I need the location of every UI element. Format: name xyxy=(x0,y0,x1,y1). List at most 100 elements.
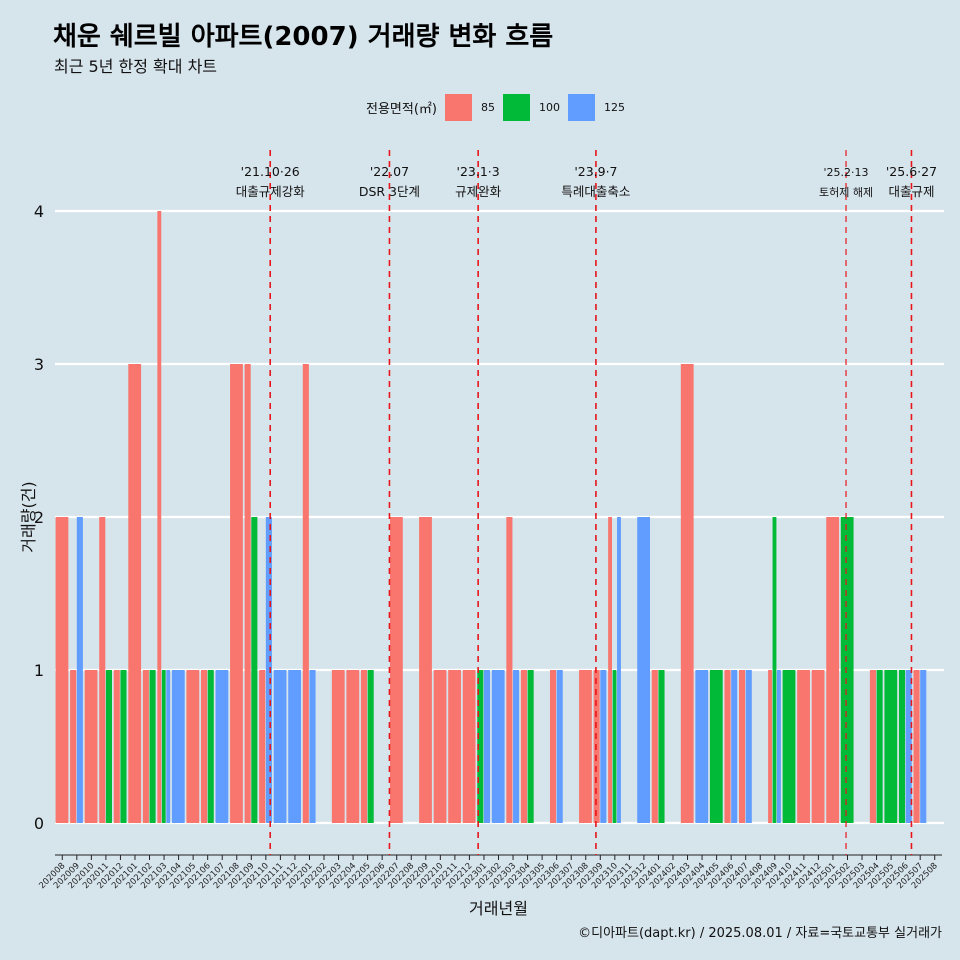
bar-202501-85 xyxy=(826,517,840,823)
event-label-3: 특례대출축소 xyxy=(561,184,630,199)
bar-202308-85 xyxy=(579,670,592,823)
bar-202111-125 xyxy=(273,670,287,823)
bar-202409-85 xyxy=(768,670,772,823)
event-label-2: 규제완화 xyxy=(455,184,502,199)
bar-202301-125 xyxy=(483,670,491,823)
bar-202310-85 xyxy=(608,517,612,823)
chart-subtitle: 최근 5년 한정 확대 차트 xyxy=(54,57,218,76)
bar-202407-125 xyxy=(745,670,752,823)
event-date-3: '23.9·7 xyxy=(574,164,617,179)
bar-202009-125 xyxy=(76,517,83,823)
bar-202110-125 xyxy=(265,517,272,823)
bar-202205-85 xyxy=(360,670,368,823)
bar-202401-100 xyxy=(658,670,665,823)
y-tick-label-1: 1 xyxy=(34,661,44,680)
legend-swatch-85 xyxy=(444,93,472,121)
bar-202109-85 xyxy=(244,364,251,823)
legend-label-125: 125 xyxy=(603,100,625,114)
bar-202306-125 xyxy=(556,670,563,823)
bar-202109-100 xyxy=(251,517,258,823)
event-date-1: '22.07 xyxy=(370,164,409,179)
bar-202112-125 xyxy=(288,670,302,823)
legend-title: 전용면적(㎡) xyxy=(366,101,437,117)
y-tick-label-0: 0 xyxy=(34,814,44,833)
bar-202110-85 xyxy=(259,670,266,823)
event-label-4: 토허제 해제 xyxy=(819,185,873,199)
bar-202011-85 xyxy=(99,517,106,823)
event-label-1: DSR 3단계 xyxy=(359,184,420,199)
bar-202212-85 xyxy=(462,670,476,823)
source-caption: ©디아파트(dapt.kr) / 2025.08.01 / 자료=국토교통부 실… xyxy=(578,926,942,941)
legend-swatch-100 xyxy=(502,93,530,121)
bar-202304-85 xyxy=(520,670,527,823)
bar-202102-100 xyxy=(149,670,156,823)
legend: 전용면적(㎡) 85 100 125 xyxy=(366,93,633,121)
event-date-0: '21.10·26 xyxy=(241,164,300,179)
event-date-2: '23.1·3 xyxy=(457,164,500,179)
bar-202401-85 xyxy=(651,670,658,823)
legend-label-85: 85 xyxy=(480,100,495,114)
bar-202211-85 xyxy=(448,670,461,823)
bar-202204-85 xyxy=(346,670,360,823)
event-date-5: '25.6·27 xyxy=(886,164,937,179)
bar-202502-100 xyxy=(840,517,854,823)
bar-202306-85 xyxy=(549,670,557,823)
legend-label-100: 100 xyxy=(538,100,560,114)
bar-202102-85 xyxy=(142,670,149,823)
bar-202407-85 xyxy=(739,670,746,823)
bar-202103-85 xyxy=(157,211,162,823)
bar-202205-100 xyxy=(367,670,374,823)
bar-202012-85 xyxy=(113,670,120,823)
bar-202504-85 xyxy=(869,670,876,823)
bar-202108-85 xyxy=(230,364,243,823)
bar-202209-85 xyxy=(419,517,432,823)
bar-202201-125 xyxy=(309,670,316,823)
bar-202404-125 xyxy=(695,670,709,823)
bar-202412-85 xyxy=(811,670,825,823)
bar-202303-125 xyxy=(513,670,520,823)
bar-202403-85 xyxy=(680,364,694,823)
legend-item-100: 100 xyxy=(502,93,560,121)
bar-202310-100 xyxy=(612,670,617,823)
bar-202409-125 xyxy=(777,670,781,823)
bar-202309-125 xyxy=(600,670,607,823)
bar-202103-100 xyxy=(161,670,166,823)
bar-202409-100 xyxy=(772,517,777,823)
y-axis-title: 거래량(건) xyxy=(19,481,38,552)
bar-202303-85 xyxy=(506,517,513,823)
event-date-4: '25.2·13 xyxy=(824,166,869,179)
bar-202008-85 xyxy=(55,517,69,823)
y-tick-label-2: 2 xyxy=(34,508,44,527)
bar-202011-100 xyxy=(105,670,112,823)
bar-202301-100 xyxy=(477,670,484,823)
bar-202105-85 xyxy=(186,670,200,823)
bar-202406-125 xyxy=(731,670,738,823)
bar-202302-125 xyxy=(491,670,505,823)
bar-202506-125 xyxy=(905,670,912,823)
bar-202207-85 xyxy=(390,517,403,823)
bar-202203-85 xyxy=(331,670,345,823)
bar-202106-100 xyxy=(207,670,214,823)
legend-swatch-125 xyxy=(567,93,595,121)
bar-202505-100 xyxy=(884,670,898,823)
bar-202012-100 xyxy=(120,670,127,823)
y-tick-label-3: 3 xyxy=(34,355,44,374)
bar-202101-85 xyxy=(128,364,142,823)
bar-202310-125 xyxy=(617,517,621,823)
bar-202010-85 xyxy=(84,670,98,823)
bar-202106-85 xyxy=(200,670,208,823)
bar-202009-85 xyxy=(70,670,77,823)
bar-202103-125 xyxy=(166,670,171,823)
chart-title: 채운 쉐르빌 아파트(2007) 거래량 변화 흐름 xyxy=(53,22,554,52)
legend-item-125: 125 xyxy=(567,93,625,121)
y-tick-label-4: 4 xyxy=(34,202,44,221)
bar-202411-85 xyxy=(797,670,810,823)
bar-202210-85 xyxy=(433,670,447,823)
bar-202107-125 xyxy=(215,670,229,823)
bar-202406-85 xyxy=(724,670,731,823)
bar-202507-85 xyxy=(913,670,920,823)
event-label-0: 대출규제강화 xyxy=(236,184,306,199)
bar-202410-100 xyxy=(782,670,796,823)
